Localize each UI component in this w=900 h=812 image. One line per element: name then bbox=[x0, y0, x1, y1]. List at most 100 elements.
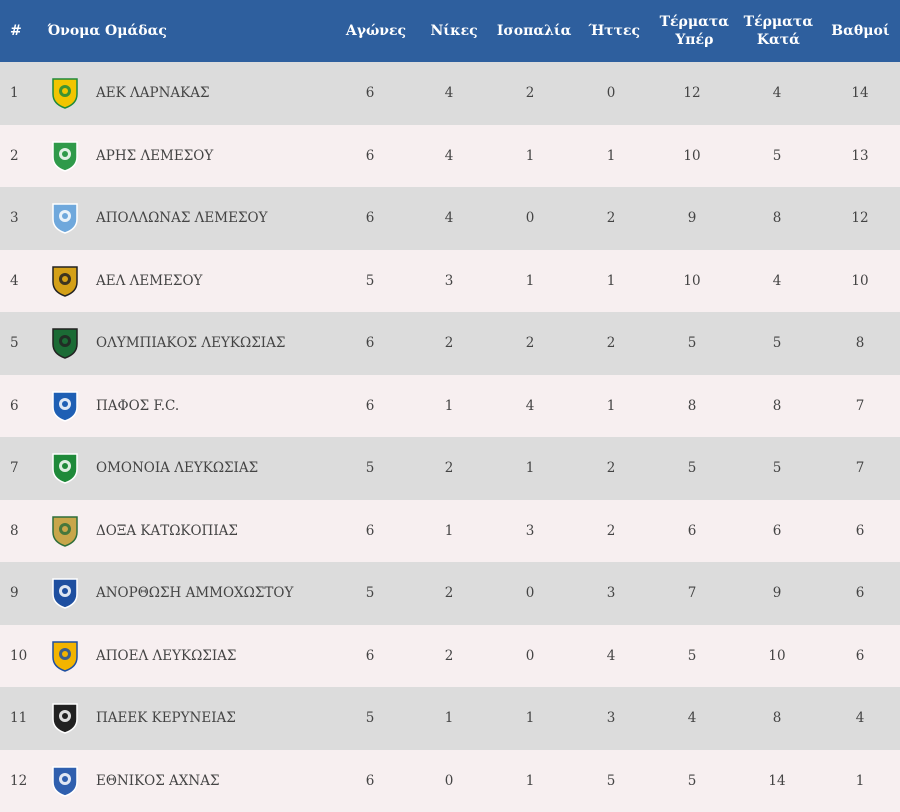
played-cell: 5 bbox=[365, 585, 375, 602]
team-cell[interactable]: ΕΘΝΙΚΟΣ ΑΧΝΑΣ bbox=[38, 764, 330, 798]
points-cell: 4 bbox=[855, 710, 865, 727]
team-name[interactable]: ΑΡΗΣ ΛΕΜΕΣΟΥ bbox=[96, 147, 214, 164]
team-cell[interactable]: ΑΕΛ ΛΕΜΕΣΟΥ bbox=[38, 264, 330, 298]
wins-cell: 4 bbox=[444, 147, 454, 164]
points-cell: 13 bbox=[851, 147, 869, 164]
losses-cell: 3 bbox=[606, 585, 616, 602]
goals-against-cell: 8 bbox=[772, 710, 782, 727]
points-cell: 1 bbox=[855, 772, 865, 789]
goals-for-cell: 5 bbox=[687, 647, 697, 664]
header-losses[interactable]: Ήττες bbox=[588, 23, 641, 39]
team-cell[interactable]: ΑΕΚ ΛΑΡΝΑΚΑΣ bbox=[38, 76, 330, 110]
wins-cell: 4 bbox=[444, 210, 454, 227]
points-cell: 10 bbox=[851, 272, 869, 289]
row-position: 11 bbox=[10, 710, 28, 727]
table-row[interactable]: 10 ΑΠΟΕΛ ΛΕΥΚΩΣΙΑΣ 6 2 0 4 5 10 6 bbox=[0, 624, 900, 687]
team-name[interactable]: ΑΕΛ ΛΕΜΕΣΟΥ bbox=[96, 272, 203, 289]
team-cell[interactable]: ΠΑΕΕΚ ΚΕΡΥΝΕΙΑΣ bbox=[38, 701, 330, 735]
goals-for-cell: 4 bbox=[687, 710, 697, 727]
played-cell: 5 bbox=[365, 272, 375, 289]
team-cell[interactable]: ΑΠΟΕΛ ΛΕΥΚΩΣΙΑΣ bbox=[38, 639, 330, 673]
losses-cell: 1 bbox=[606, 272, 616, 289]
team-cell[interactable]: ΑΠΟΛΛΩΝΑΣ ΛΕΜΕΣΟΥ bbox=[38, 201, 330, 235]
team-cell[interactable]: ΑΡΗΣ ΛΕΜΕΣΟΥ bbox=[38, 139, 330, 173]
olympiakos-nicosia-crest-icon bbox=[48, 326, 82, 360]
table-row[interactable]: 3 ΑΠΟΛΛΩΝΑΣ ΛΕΜΕΣΟΥ 6 4 0 2 9 8 12 bbox=[0, 187, 900, 250]
team-name[interactable]: ΔΟΞΑ ΚΑΤΩΚΟΠΙΑΣ bbox=[96, 522, 238, 539]
goals-for-cell: 9 bbox=[687, 210, 697, 227]
table-row[interactable]: 12 ΕΘΝΙΚΟΣ ΑΧΝΑΣ 6 0 1 5 5 14 1 bbox=[0, 749, 900, 812]
table-row[interactable]: 1 ΑΕΚ ΛΑΡΝΑΚΑΣ 6 4 2 0 12 4 14 bbox=[0, 62, 900, 125]
draws-cell: 2 bbox=[525, 335, 535, 352]
played-cell: 6 bbox=[365, 335, 375, 352]
wins-cell: 2 bbox=[444, 585, 454, 602]
goals-for-cell: 12 bbox=[683, 85, 701, 102]
wins-cell: 2 bbox=[444, 647, 454, 664]
goals-against-cell: 10 bbox=[768, 647, 786, 664]
team-cell[interactable]: ΟΛΥΜΠΙΑΚΟΣ ΛΕΥΚΩΣΙΑΣ bbox=[38, 326, 330, 360]
losses-cell: 5 bbox=[606, 772, 616, 789]
losses-cell: 2 bbox=[606, 210, 616, 227]
header-points[interactable]: Βαθμοί bbox=[831, 23, 890, 39]
team-name[interactable]: ΠΑΦΟΣ F.C. bbox=[96, 397, 180, 414]
table-row[interactable]: 9 ΑΝΟΡΘΩΣΗ ΑΜΜΟΧΩΣΤΟΥ 5 2 0 3 7 9 6 bbox=[0, 562, 900, 625]
row-position: 6 bbox=[10, 397, 19, 414]
losses-cell: 4 bbox=[606, 647, 616, 664]
header-goals-for[interactable]: Τέρματα Υπέρ bbox=[659, 14, 730, 48]
header-team[interactable]: Όνομα Ομάδας bbox=[47, 23, 167, 39]
draws-cell: 1 bbox=[525, 272, 535, 289]
header-goals-against[interactable]: Τέρματα Κατά bbox=[743, 14, 814, 48]
paeek-kyrenia-crest-icon bbox=[48, 701, 82, 735]
points-cell: 7 bbox=[855, 397, 865, 414]
team-name[interactable]: ΠΑΕΕΚ ΚΕΡΥΝΕΙΑΣ bbox=[96, 710, 236, 727]
pafos-fc-crest-icon bbox=[48, 389, 82, 423]
team-name[interactable]: ΑΝΟΡΘΩΣΗ ΑΜΜΟΧΩΣΤΟΥ bbox=[96, 585, 294, 602]
team-cell[interactable]: ΟΜΟΝΟΙΑ ΛΕΥΚΩΣΙΑΣ bbox=[38, 451, 330, 485]
played-cell: 6 bbox=[365, 772, 375, 789]
row-position: 7 bbox=[10, 460, 19, 477]
header-played[interactable]: Αγώνες bbox=[345, 23, 407, 39]
goals-against-cell: 4 bbox=[772, 272, 782, 289]
row-position: 5 bbox=[10, 335, 19, 352]
header-pos[interactable]: # bbox=[10, 23, 22, 39]
wins-cell: 1 bbox=[444, 710, 454, 727]
losses-cell: 2 bbox=[606, 460, 616, 477]
table-row[interactable]: 6 ΠΑΦΟΣ F.C. 6 1 4 1 8 8 7 bbox=[0, 374, 900, 437]
played-cell: 6 bbox=[365, 397, 375, 414]
team-cell[interactable]: ΑΝΟΡΘΩΣΗ ΑΜΜΟΧΩΣΤΟΥ bbox=[38, 576, 330, 610]
draws-cell: 4 bbox=[525, 397, 535, 414]
team-name[interactable]: ΑΠΟΛΛΩΝΑΣ ΛΕΜΕΣΟΥ bbox=[96, 210, 268, 227]
points-cell: 12 bbox=[851, 210, 869, 227]
goals-against-cell: 9 bbox=[772, 585, 782, 602]
points-cell: 7 bbox=[855, 460, 865, 477]
wins-cell: 1 bbox=[444, 522, 454, 539]
draws-cell: 0 bbox=[525, 647, 535, 664]
team-name[interactable]: ΑΕΚ ΛΑΡΝΑΚΑΣ bbox=[96, 85, 210, 102]
table-row[interactable]: 4 ΑΕΛ ΛΕΜΕΣΟΥ 5 3 1 1 10 4 10 bbox=[0, 249, 900, 312]
table-row[interactable]: 5 ΟΛΥΜΠΙΑΚΟΣ ΛΕΥΚΩΣΙΑΣ 6 2 2 2 5 5 8 bbox=[0, 312, 900, 375]
losses-cell: 3 bbox=[606, 710, 616, 727]
team-name[interactable]: ΟΜΟΝΟΙΑ ΛΕΥΚΩΣΙΑΣ bbox=[96, 460, 259, 477]
goals-for-cell: 7 bbox=[687, 585, 697, 602]
team-cell[interactable]: ΔΟΞΑ ΚΑΤΩΚΟΠΙΑΣ bbox=[38, 514, 330, 548]
apoel-nicosia-crest-icon bbox=[48, 639, 82, 673]
header-draws[interactable]: Ισοπαλία bbox=[496, 23, 572, 39]
losses-cell: 0 bbox=[606, 85, 616, 102]
aek-larnaca-crest-icon bbox=[48, 76, 82, 110]
table-row[interactable]: 2 ΑΡΗΣ ΛΕΜΕΣΟΥ 6 4 1 1 10 5 13 bbox=[0, 124, 900, 187]
wins-cell: 3 bbox=[444, 272, 454, 289]
table-row[interactable]: 11 ΠΑΕΕΚ ΚΕΡΥΝΕΙΑΣ 5 1 1 3 4 8 4 bbox=[0, 687, 900, 750]
team-name[interactable]: ΕΘΝΙΚΟΣ ΑΧΝΑΣ bbox=[96, 772, 220, 789]
team-name[interactable]: ΟΛΥΜΠΙΑΚΟΣ ΛΕΥΚΩΣΙΑΣ bbox=[96, 335, 286, 352]
team-name[interactable]: ΑΠΟΕΛ ΛΕΥΚΩΣΙΑΣ bbox=[96, 647, 237, 664]
row-position: 8 bbox=[10, 522, 19, 539]
header-wins[interactable]: Νίκες bbox=[430, 23, 478, 39]
table-row[interactable]: 7 ΟΜΟΝΟΙΑ ΛΕΥΚΩΣΙΑΣ 5 2 1 2 5 5 7 bbox=[0, 437, 900, 500]
apollon-limassol-crest-icon bbox=[48, 201, 82, 235]
row-position: 10 bbox=[10, 647, 28, 664]
team-cell[interactable]: ΠΑΦΟΣ F.C. bbox=[38, 389, 330, 423]
row-position: 12 bbox=[10, 772, 28, 789]
table-row[interactable]: 8 ΔΟΞΑ ΚΑΤΩΚΟΠΙΑΣ 6 1 3 2 6 6 6 bbox=[0, 499, 900, 562]
goals-for-cell: 6 bbox=[687, 522, 697, 539]
played-cell: 6 bbox=[365, 85, 375, 102]
